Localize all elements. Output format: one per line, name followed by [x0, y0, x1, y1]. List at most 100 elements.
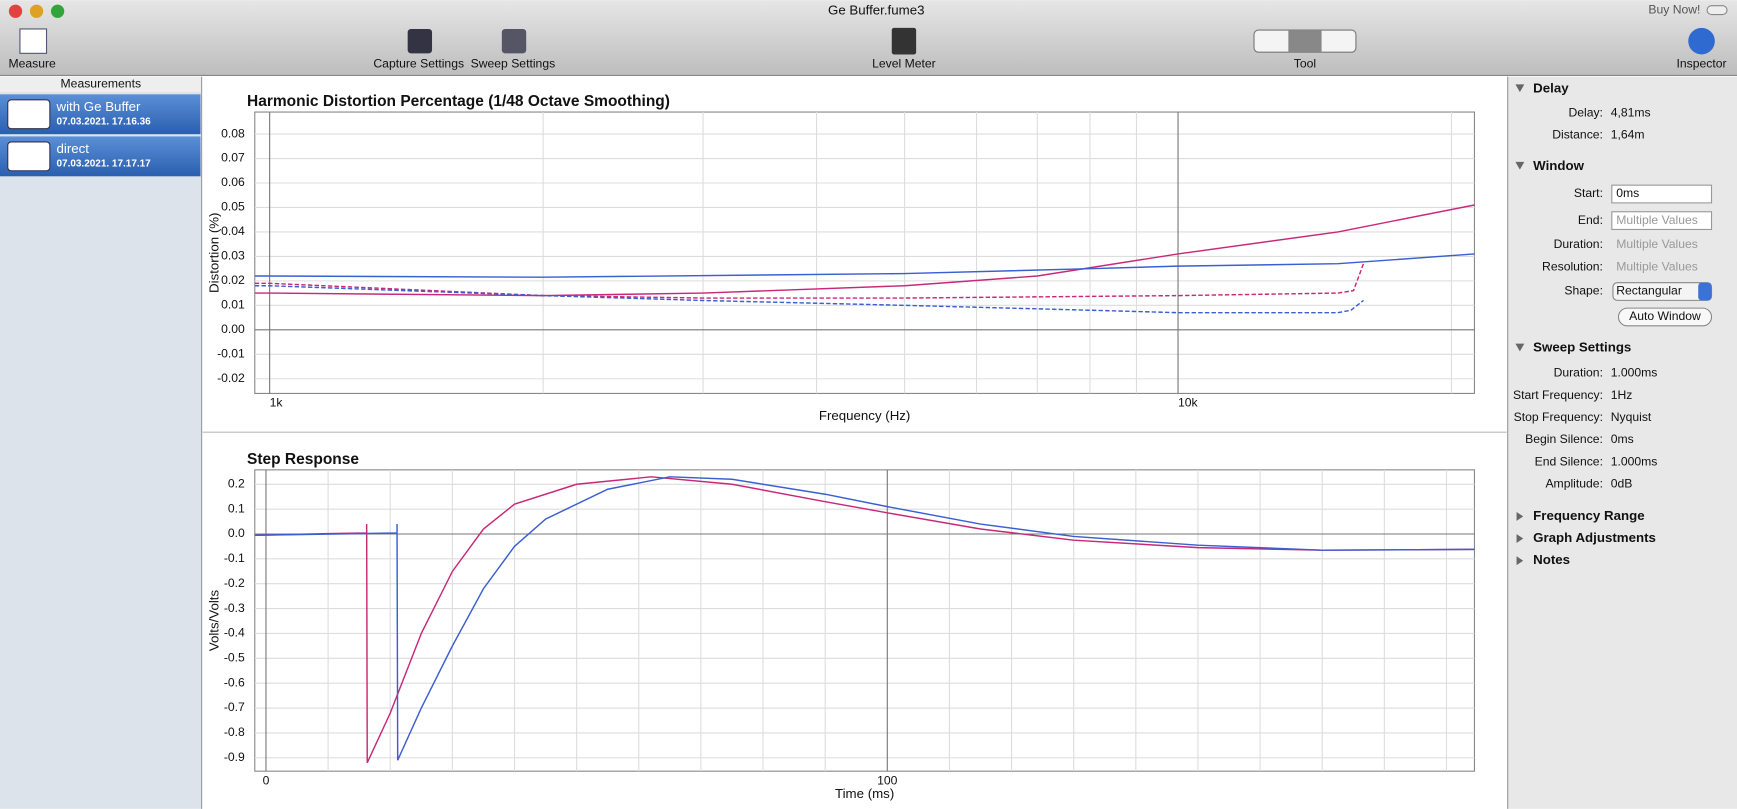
- field-label: Delay:: [1568, 105, 1603, 119]
- disclosure-triangle[interactable]: [1516, 511, 1524, 521]
- toolbar-label: Capture Settings: [373, 57, 464, 71]
- field-value: 1,64m: [1611, 128, 1645, 142]
- tool-zoom-selected[interactable]: [1288, 30, 1322, 53]
- text-field[interactable]: [1611, 211, 1713, 231]
- section-title: Delay: [1533, 80, 1569, 95]
- section-title: Notes: [1533, 552, 1570, 567]
- series-line: [254, 476, 1475, 761]
- toolbar-label: Level Meter: [872, 57, 936, 71]
- disclosure-triangle[interactable]: [1515, 84, 1525, 93]
- x-tick-label: 10k: [1178, 396, 1199, 410]
- field-label: Begin Silence:: [1525, 432, 1603, 446]
- disclosure-triangle[interactable]: [1516, 534, 1524, 543]
- x-tick-label: 100: [877, 773, 898, 787]
- sidebar: [0, 76, 202, 809]
- y-tick-label: -0.1: [224, 551, 245, 565]
- close-button[interactable]: [8, 4, 23, 18]
- toolbar-label: Measure: [8, 57, 56, 71]
- button-label: Auto Window: [1629, 309, 1701, 323]
- field-value: 0ms: [1611, 432, 1634, 446]
- field-value: 4,81ms: [1611, 105, 1651, 119]
- disclosure-triangle[interactable]: [1515, 343, 1525, 352]
- sidebar-header: [0, 76, 202, 93]
- field-label: End:: [1578, 213, 1603, 227]
- capture-icon[interactable]: [407, 28, 433, 54]
- plot-area: [254, 469, 1476, 772]
- sweep-icon[interactable]: [501, 28, 527, 54]
- y-axis-label: Volts/Volts: [206, 590, 221, 652]
- toolbar-label: Tool: [1294, 57, 1316, 71]
- field-value: 1.000ms: [1611, 366, 1658, 380]
- y-tick-label: 0.00: [221, 322, 245, 336]
- y-tick-label: 0.01: [221, 298, 245, 312]
- section-title: Frequency Range: [1533, 508, 1644, 523]
- toolbar: [0, 0, 1737, 76]
- disclosure-triangle[interactable]: [1516, 556, 1524, 566]
- series-line: [254, 263, 1365, 299]
- y-tick-label: -0.2: [224, 576, 245, 590]
- level-meter-icon[interactable]: [891, 27, 917, 55]
- y-tick-label: -0.5: [224, 651, 245, 665]
- measurement-date: 07.03.2021. 17.17.17: [56, 159, 151, 170]
- field-label: Shape:: [1564, 284, 1603, 298]
- plot-area: [254, 111, 1476, 394]
- buy-now[interactable]: Buy Now!: [1648, 2, 1700, 16]
- auto-window-button[interactable]: [1617, 307, 1713, 327]
- minimize-button[interactable]: [29, 4, 44, 18]
- inspector-icon[interactable]: [1688, 27, 1715, 55]
- y-tick-label: 0.05: [221, 200, 245, 214]
- popup-arrows: [1698, 282, 1712, 301]
- measurement-thumb: [7, 141, 51, 172]
- y-tick-label: -0.6: [224, 675, 245, 689]
- y-tick-label: 0.06: [221, 175, 245, 189]
- field-value: Multiple Values: [1616, 259, 1698, 273]
- field-value: 1Hz: [1611, 388, 1633, 402]
- y-tick-label: -0.9: [224, 750, 245, 764]
- y-tick-label: 0.1: [228, 501, 245, 515]
- text-field[interactable]: [1611, 184, 1713, 204]
- toolbar-label: Inspector: [1677, 57, 1727, 71]
- disclosure-triangle[interactable]: [1515, 161, 1525, 170]
- series-line: [254, 204, 1475, 297]
- field-value: Nyquist: [1611, 410, 1652, 424]
- measure-icon[interactable]: [19, 28, 48, 54]
- field-label: Amplitude:: [1545, 476, 1603, 490]
- section-title: Window: [1533, 158, 1584, 173]
- field-label: Duration:: [1554, 366, 1603, 380]
- measurement-name: with Ge Buffer: [55, 99, 140, 114]
- chart-title: Harmonic Distortion Percentage (1/48 Oct…: [247, 93, 670, 110]
- y-tick-label: -0.02: [217, 371, 245, 385]
- field-label: End Silence:: [1535, 454, 1603, 468]
- y-tick-label: 0.02: [221, 273, 245, 287]
- y-tick-label: 0.07: [221, 151, 245, 165]
- y-tick-label: -0.01: [217, 346, 245, 360]
- toolbar-toggle[interactable]: [1706, 5, 1728, 16]
- y-tick-label: 0.0: [228, 526, 245, 540]
- zoom-button[interactable]: [50, 4, 65, 18]
- x-axis-label: Time (ms): [835, 786, 894, 801]
- field-value: Rectangular: [1616, 284, 1682, 298]
- series-line: [254, 476, 1475, 764]
- field-value: 0dB: [1611, 476, 1633, 490]
- series-line: [254, 253, 1475, 278]
- field-label: Distance:: [1552, 128, 1603, 142]
- section-title: Sweep Settings: [1533, 340, 1631, 355]
- x-tick-label: 1k: [270, 396, 284, 410]
- measurement-thumb: [7, 99, 51, 130]
- y-tick-label: -0.3: [224, 601, 245, 615]
- field-label: Resolution:: [1542, 259, 1603, 273]
- toolbar-label: Sweep Settings: [471, 57, 556, 71]
- y-tick-label: 0.08: [221, 126, 245, 140]
- x-tick-label: 0: [263, 773, 270, 787]
- field-value: 1.000ms: [1611, 454, 1658, 468]
- y-tick-label: -0.7: [224, 700, 245, 714]
- field-value: Multiple Values: [1616, 237, 1698, 251]
- section-title: Graph Adjustments: [1533, 530, 1656, 545]
- y-tick-label: 0.2: [228, 476, 245, 490]
- measurement-name: direct: [56, 141, 89, 156]
- field-label: Duration:: [1554, 237, 1603, 251]
- field-label: Stop Frequency:: [1514, 410, 1603, 424]
- field-label: Start Frequency:: [1513, 388, 1603, 402]
- x-axis-label: Frequency (Hz): [819, 408, 911, 423]
